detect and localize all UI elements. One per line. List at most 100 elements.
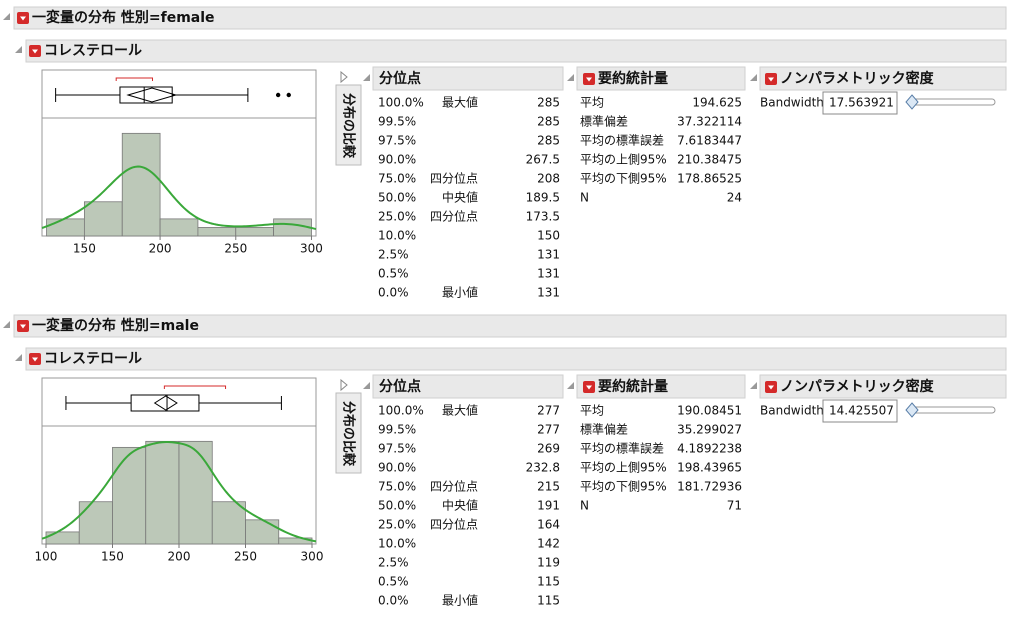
compare-button[interactable] bbox=[335, 392, 362, 474]
summary-value: 181.72936 bbox=[677, 480, 742, 494]
panel-header bbox=[759, 374, 1007, 399]
quantile-label: 四分位点 bbox=[430, 171, 478, 186]
summary-label: N bbox=[580, 191, 589, 205]
quantile-value: 119 bbox=[537, 556, 560, 570]
quantile-percent: 100.0% bbox=[378, 404, 424, 418]
density-curve bbox=[41, 441, 317, 543]
quantile-percent: 50.0% bbox=[378, 191, 416, 205]
panel-header bbox=[576, 374, 746, 399]
disclosure-toggle[interactable] bbox=[363, 382, 370, 389]
density-curve bbox=[41, 165, 317, 231]
disclosure-toggle[interactable] bbox=[567, 382, 574, 389]
bandwidth-label: Bandwidth bbox=[760, 404, 824, 418]
disclosure-toggle[interactable] bbox=[567, 74, 574, 81]
summary-label: 平均の標準誤差 bbox=[580, 441, 664, 456]
quantile-value: 285 bbox=[537, 134, 560, 148]
bandwidth-slider-track[interactable] bbox=[907, 406, 996, 414]
quantile-value: 285 bbox=[537, 96, 560, 110]
quantile-percent: 97.5% bbox=[378, 134, 416, 148]
quantile-label: 中央値 bbox=[442, 498, 478, 513]
quantile-value: 269 bbox=[537, 442, 560, 456]
density-title: ノンパラメトリック密度 bbox=[780, 70, 935, 87]
x-tick-label: 150 bbox=[101, 550, 124, 564]
disclosure-toggle[interactable] bbox=[363, 74, 370, 81]
bandwidth-input[interactable] bbox=[822, 399, 898, 423]
summary-value: 194.625 bbox=[692, 96, 742, 110]
bandwidth-slider-track[interactable] bbox=[907, 98, 996, 106]
summary-value: 71 bbox=[727, 499, 742, 513]
quantile-value: 142 bbox=[537, 537, 560, 551]
disclosure-toggle[interactable] bbox=[15, 354, 22, 361]
quantile-label: 中央値 bbox=[442, 190, 478, 205]
panel-header bbox=[372, 66, 564, 91]
histogram-bar bbox=[235, 227, 275, 237]
bandwidth-input[interactable] bbox=[822, 91, 898, 115]
outlier bbox=[275, 92, 281, 98]
report-title: 一変量の分布 性別=female bbox=[32, 9, 215, 26]
bandwidth-slider-thumb[interactable] bbox=[905, 94, 919, 110]
variable-title: コレステロール bbox=[44, 43, 142, 59]
quantile-percent: 10.0% bbox=[378, 229, 416, 243]
quantile-percent: 25.0% bbox=[378, 518, 416, 532]
summary-value: 24 bbox=[727, 191, 742, 205]
quantile-percent: 90.0% bbox=[378, 153, 416, 167]
outlier bbox=[286, 92, 291, 98]
bandwidth-label: Bandwidth bbox=[760, 96, 824, 110]
quantile-value: 208 bbox=[537, 172, 560, 186]
summary-label: 平均の下側95% bbox=[580, 172, 667, 186]
disclosure-toggle[interactable] bbox=[3, 321, 10, 328]
quantile-percent: 10.0% bbox=[378, 537, 416, 551]
histogram-bar bbox=[121, 132, 161, 237]
menu-icon-arrow bbox=[20, 324, 26, 329]
histogram-bar bbox=[211, 501, 246, 545]
shortest-half bbox=[115, 77, 154, 81]
box bbox=[119, 86, 173, 104]
histogram-bar bbox=[178, 440, 213, 545]
summary-label: 平均 bbox=[580, 404, 604, 418]
histogram-bar bbox=[159, 218, 199, 237]
quantile-label: 四分位点 bbox=[430, 209, 478, 224]
disclosure-toggle[interactable] bbox=[15, 46, 22, 53]
disclosure-toggle[interactable] bbox=[340, 378, 348, 392]
quantile-percent: 99.5% bbox=[378, 423, 416, 437]
summary-value: 35.299027 bbox=[677, 423, 742, 437]
quantile-label: 四分位点 bbox=[430, 517, 478, 532]
compare-button[interactable] bbox=[335, 84, 362, 166]
disclosure-toggle[interactable] bbox=[750, 382, 757, 389]
quantile-percent: 0.5% bbox=[378, 575, 409, 589]
quantile-label: 最小値 bbox=[442, 593, 478, 608]
histogram-bar bbox=[83, 201, 123, 237]
quantile-percent: 0.5% bbox=[378, 267, 409, 281]
panel-header bbox=[25, 39, 1007, 63]
panel-header bbox=[25, 347, 1007, 371]
quantile-value: 285 bbox=[537, 115, 560, 129]
x-tick-label: 200 bbox=[168, 550, 191, 564]
disclosure-toggle[interactable] bbox=[750, 74, 757, 81]
quantile-percent: 0.0% bbox=[378, 594, 409, 608]
quantile-value: 150 bbox=[537, 229, 560, 243]
panel-header bbox=[13, 6, 1007, 30]
histogram-bar bbox=[245, 519, 280, 545]
disclosure-toggle[interactable] bbox=[340, 70, 348, 84]
quantile-percent: 75.0% bbox=[378, 172, 416, 186]
histogram-bar bbox=[78, 501, 113, 545]
disclosure-toggle[interactable] bbox=[3, 13, 10, 20]
menu-icon-arrow bbox=[768, 77, 774, 82]
bandwidth-value: 14.425507 bbox=[829, 404, 894, 418]
quantile-percent: 0.0% bbox=[378, 286, 409, 300]
quantile-percent: 100.0% bbox=[378, 96, 424, 110]
quantiles-title: 分位点 bbox=[379, 378, 421, 395]
quantile-label: 最大値 bbox=[442, 95, 478, 110]
quantile-value: 232.8 bbox=[526, 461, 560, 475]
bandwidth-slider-thumb[interactable] bbox=[905, 402, 919, 418]
quantile-label: 最大値 bbox=[442, 403, 478, 418]
quantile-value: 131 bbox=[537, 248, 560, 262]
summary-value: 198.43965 bbox=[677, 461, 742, 475]
summary-label: 標準偏差 bbox=[580, 422, 628, 437]
summary-value: 7.6183447 bbox=[677, 134, 742, 148]
shortest-half bbox=[163, 385, 227, 389]
quantile-value: 173.5 bbox=[526, 210, 560, 224]
quantile-value: 189.5 bbox=[526, 191, 560, 205]
histogram-bar bbox=[112, 446, 147, 545]
menu-icon-arrow bbox=[32, 357, 38, 362]
